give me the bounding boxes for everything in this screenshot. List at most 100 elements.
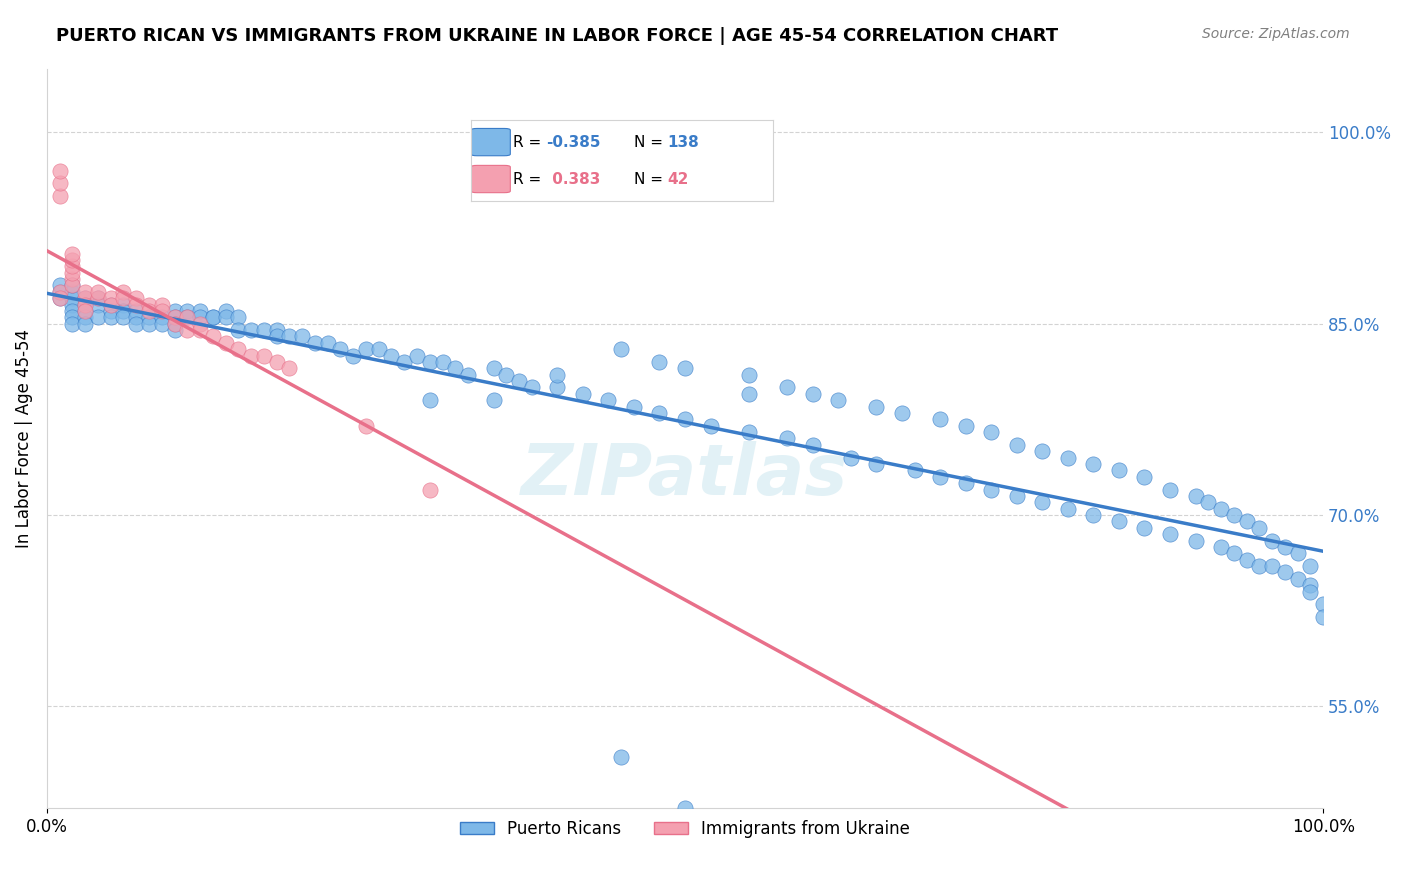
Point bbox=[738, 387, 761, 401]
Point bbox=[100, 304, 122, 318]
Point bbox=[1197, 495, 1219, 509]
Point bbox=[176, 310, 198, 325]
Point bbox=[62, 272, 84, 286]
Point bbox=[1249, 521, 1271, 535]
Point bbox=[801, 438, 824, 452]
Point bbox=[865, 457, 887, 471]
Point bbox=[1249, 559, 1271, 574]
Point bbox=[48, 278, 70, 293]
Point bbox=[62, 252, 84, 267]
Point bbox=[62, 317, 84, 331]
Point bbox=[482, 361, 505, 376]
Point bbox=[240, 349, 263, 363]
Point bbox=[138, 297, 160, 311]
Point bbox=[1005, 489, 1028, 503]
Point bbox=[673, 801, 696, 815]
Point bbox=[62, 266, 84, 280]
Point bbox=[125, 297, 148, 311]
Point bbox=[163, 310, 186, 325]
Point bbox=[419, 393, 441, 408]
Point bbox=[865, 400, 887, 414]
Point bbox=[188, 317, 211, 331]
Point bbox=[1286, 572, 1309, 586]
Point bbox=[201, 310, 224, 325]
Point bbox=[610, 342, 633, 356]
Point bbox=[432, 355, 454, 369]
Point bbox=[1261, 533, 1284, 548]
Point bbox=[62, 259, 84, 273]
Text: R =: R = bbox=[513, 135, 547, 150]
Point bbox=[419, 483, 441, 497]
Point bbox=[623, 400, 645, 414]
Point bbox=[1223, 546, 1246, 560]
Point bbox=[291, 329, 314, 343]
Point bbox=[406, 349, 429, 363]
FancyBboxPatch shape bbox=[471, 128, 510, 156]
Point bbox=[329, 342, 352, 356]
Text: N =: N = bbox=[634, 135, 668, 150]
Point bbox=[1286, 546, 1309, 560]
Point bbox=[62, 285, 84, 299]
Point bbox=[1108, 515, 1130, 529]
Point bbox=[87, 285, 110, 299]
Point bbox=[176, 310, 198, 325]
Point bbox=[1261, 559, 1284, 574]
Point bbox=[48, 177, 70, 191]
Point bbox=[214, 304, 236, 318]
Point bbox=[839, 450, 862, 465]
Point bbox=[1057, 450, 1080, 465]
Point bbox=[62, 278, 84, 293]
Point bbox=[457, 368, 479, 382]
Point bbox=[163, 310, 186, 325]
Y-axis label: In Labor Force | Age 45-54: In Labor Force | Age 45-54 bbox=[15, 329, 32, 548]
Text: -0.385: -0.385 bbox=[547, 135, 602, 150]
Point bbox=[1031, 495, 1053, 509]
Point bbox=[188, 304, 211, 318]
Point bbox=[278, 361, 301, 376]
Point bbox=[75, 297, 97, 311]
Text: PUERTO RICAN VS IMMIGRANTS FROM UKRAINE IN LABOR FORCE | AGE 45-54 CORRELATION C: PUERTO RICAN VS IMMIGRANTS FROM UKRAINE … bbox=[56, 27, 1059, 45]
Point bbox=[827, 393, 849, 408]
Point bbox=[546, 380, 568, 394]
Point bbox=[214, 335, 236, 350]
Point bbox=[125, 317, 148, 331]
Point bbox=[75, 317, 97, 331]
Point bbox=[62, 278, 84, 293]
FancyBboxPatch shape bbox=[471, 165, 510, 193]
Point bbox=[75, 310, 97, 325]
Point bbox=[125, 291, 148, 305]
Point bbox=[482, 393, 505, 408]
Point bbox=[367, 342, 389, 356]
Point bbox=[380, 349, 402, 363]
Legend: Puerto Ricans, Immigrants from Ukraine: Puerto Ricans, Immigrants from Ukraine bbox=[454, 814, 917, 845]
Point bbox=[150, 297, 173, 311]
Point bbox=[163, 317, 186, 331]
Point bbox=[48, 285, 70, 299]
Point bbox=[1133, 521, 1156, 535]
Point bbox=[100, 291, 122, 305]
Point bbox=[48, 285, 70, 299]
Point bbox=[75, 291, 97, 305]
Point bbox=[163, 304, 186, 318]
Point bbox=[354, 342, 377, 356]
Point bbox=[87, 291, 110, 305]
Point bbox=[112, 297, 135, 311]
Point bbox=[228, 342, 250, 356]
Point bbox=[1223, 508, 1246, 522]
Point bbox=[444, 361, 467, 376]
Point bbox=[904, 463, 927, 477]
Point bbox=[125, 310, 148, 325]
Point bbox=[738, 425, 761, 439]
Point bbox=[1057, 501, 1080, 516]
Point bbox=[1108, 463, 1130, 477]
Point bbox=[253, 349, 276, 363]
Point bbox=[138, 310, 160, 325]
Point bbox=[112, 310, 135, 325]
Point bbox=[648, 355, 671, 369]
Point bbox=[62, 297, 84, 311]
Point bbox=[125, 304, 148, 318]
Point bbox=[776, 432, 799, 446]
Point bbox=[62, 246, 84, 260]
Point bbox=[1083, 457, 1105, 471]
Point bbox=[1005, 438, 1028, 452]
